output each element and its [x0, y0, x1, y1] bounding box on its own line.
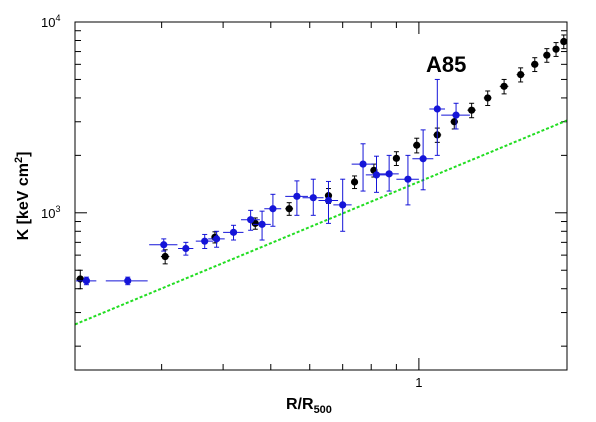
- black-series-point: [560, 37, 568, 46]
- y-axis-title-close: ]: [15, 152, 32, 157]
- black-series-point: [76, 275, 84, 283]
- black-series-point: [413, 141, 421, 149]
- blue-series-point: [258, 220, 266, 228]
- blue-series-point: [309, 194, 317, 202]
- y-tick-label: 104: [41, 13, 60, 30]
- black-series-point: [161, 252, 169, 261]
- y-tick-label-exponent: 3: [55, 204, 60, 214]
- annotation-text: A85: [426, 52, 466, 77]
- blue-series-point: [212, 235, 221, 243]
- model-line: [74, 119, 568, 326]
- blue-series-point: [433, 105, 441, 113]
- blue-series-group: [76, 78, 470, 286]
- blue-series-point: [293, 192, 301, 200]
- black-series-point: [517, 71, 525, 79]
- blue-series-point: [124, 277, 132, 285]
- blue-series-point: [269, 205, 277, 213]
- x-tick-label: 1: [415, 375, 422, 390]
- blue-series-point: [201, 237, 209, 245]
- blue-series-point: [404, 175, 412, 183]
- black-series-point: [468, 106, 476, 114]
- blue-series-point: [229, 228, 238, 236]
- plot-frame: [74, 21, 568, 371]
- y-tick-label-base: 10: [41, 15, 55, 30]
- y-tick-label: 103: [41, 204, 60, 221]
- blue-series-point: [82, 277, 91, 285]
- model-line-group: [74, 119, 568, 326]
- blue-series-point: [160, 241, 168, 249]
- black-series-point: [484, 94, 492, 102]
- x-axis-title-subscript: 500: [314, 404, 332, 416]
- blue-series-point: [419, 155, 427, 163]
- y-tick-label-exponent: 4: [55, 13, 60, 23]
- blue-series-point: [452, 111, 460, 119]
- x-axis-title-main: R/R: [286, 396, 314, 413]
- blue-series-point: [182, 244, 190, 253]
- blue-series-point: [385, 170, 393, 178]
- y-axis-title-main: K [keV cm: [15, 163, 32, 240]
- blue-series-point: [247, 216, 255, 224]
- black-series-point: [450, 118, 458, 126]
- black-series-point: [543, 51, 551, 59]
- blue-series-point: [359, 160, 367, 168]
- black-series-point: [392, 154, 400, 162]
- black-series-point: [500, 82, 508, 90]
- black-series-point: [531, 60, 539, 68]
- y-tick-label-base: 10: [41, 206, 55, 221]
- blue-series-point: [324, 196, 333, 205]
- axis-ticks: [74, 21, 568, 370]
- black-series-point: [350, 178, 359, 186]
- blue-series-point: [339, 201, 347, 209]
- x-axis-title: R/R500: [286, 396, 332, 416]
- y-axis-title: K [keV cm2]: [13, 152, 32, 241]
- blue-series-point: [372, 171, 381, 179]
- black-series-point: [552, 45, 560, 53]
- y-axis-title-superscript: 2: [13, 157, 25, 163]
- black-series-point: [285, 205, 293, 213]
- x-tick-labels: 1: [415, 375, 422, 390]
